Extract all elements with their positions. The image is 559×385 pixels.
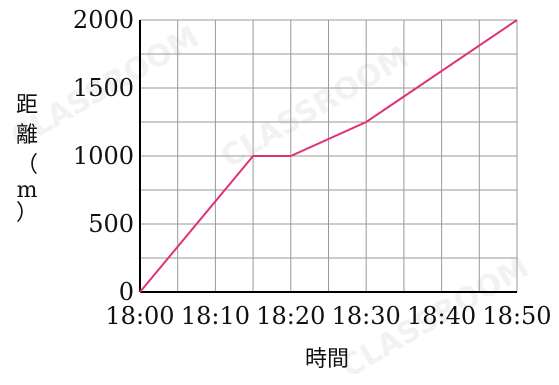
y-axis-label-char: ） [16, 201, 38, 226]
series-line [139, 19, 518, 293]
y-axis-label: 距離 （m） [16, 93, 38, 226]
series-layer [139, 19, 518, 293]
x-tick-label: 18:50 [482, 302, 551, 330]
y-axis-label-char: 離 [16, 123, 38, 148]
y-tick-label: 1500 [73, 74, 134, 102]
y-tick-label: 500 [88, 210, 134, 238]
x-tick-label: 18:00 [105, 302, 174, 330]
axes [139, 20, 517, 293]
y-axis-label-char: m [17, 178, 38, 203]
y-tick-label: 1000 [73, 142, 134, 170]
tick-labels: 0 500 1000 1500 2000 18:00 18:10 18:20 18:30 18:4… [73, 6, 552, 330]
x-axis-label: 時間 [305, 347, 349, 372]
y-axis-label-char: （ [16, 153, 38, 178]
grid-lines [139, 19, 518, 293]
x-tick-label: 18:20 [256, 302, 325, 330]
y-tick-label: 2000 [73, 6, 134, 34]
x-tick-label: 18:40 [407, 302, 476, 330]
x-tick-label: 18:30 [332, 302, 401, 330]
x-tick-label: 18:10 [181, 302, 250, 330]
y-tick-label: 0 [119, 278, 134, 306]
y-axis-label-char: 距 [16, 93, 38, 118]
